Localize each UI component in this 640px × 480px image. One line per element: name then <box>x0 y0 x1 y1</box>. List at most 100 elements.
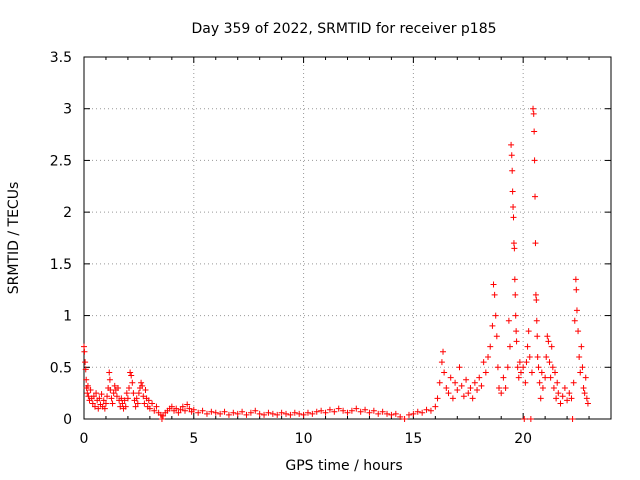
data-point <box>123 390 130 397</box>
x-tick-label: 20 <box>514 431 532 447</box>
data-point <box>291 409 298 416</box>
data-point <box>190 406 197 413</box>
data-point <box>145 397 152 404</box>
data-point <box>375 410 382 417</box>
data-point <box>568 395 575 402</box>
data-point <box>160 412 167 419</box>
y-tick-label: 3.5 <box>50 50 72 66</box>
data-point <box>508 141 515 148</box>
data-point <box>117 403 124 410</box>
data-point <box>581 390 588 397</box>
data-point <box>478 382 485 389</box>
data-point <box>401 416 408 422</box>
data-point <box>526 353 533 360</box>
data-point <box>135 390 142 397</box>
data-point <box>545 338 552 345</box>
data-point <box>480 359 487 366</box>
data-point <box>87 387 94 394</box>
data-point <box>505 317 512 324</box>
y-tick-label: 2.5 <box>50 153 72 169</box>
data-point <box>532 193 539 200</box>
data-point <box>140 393 147 400</box>
data-point <box>487 343 494 350</box>
data-point <box>142 387 149 394</box>
data-point <box>533 317 540 324</box>
data-point <box>513 328 520 335</box>
data-point <box>247 409 254 416</box>
data-point <box>572 276 579 283</box>
data-point <box>436 379 443 386</box>
data-point <box>84 382 91 389</box>
data-point <box>493 333 500 340</box>
data-point <box>90 393 97 400</box>
x-tick-label: 0 <box>80 431 89 447</box>
y-tick-label: 2 <box>63 205 72 221</box>
data-point <box>523 359 530 366</box>
plot-frame <box>83 56 612 420</box>
data-point <box>107 387 114 394</box>
data-point <box>467 384 474 391</box>
data-point <box>524 343 531 350</box>
data-point <box>106 376 113 383</box>
data-point <box>278 409 285 416</box>
data-point <box>234 410 241 417</box>
data-point <box>536 379 543 386</box>
data-point <box>82 359 89 366</box>
data-point <box>580 384 587 391</box>
data-point <box>256 410 263 417</box>
data-point <box>309 410 316 417</box>
data-point <box>542 374 549 381</box>
data-point <box>203 410 210 417</box>
data-point <box>511 245 518 252</box>
data-point <box>539 384 546 391</box>
data-point <box>452 379 459 386</box>
data-point <box>379 408 386 415</box>
data-point <box>432 403 439 410</box>
data-point <box>81 348 88 355</box>
data-point <box>530 105 537 112</box>
data-point <box>252 407 259 414</box>
data-point <box>571 317 578 324</box>
data-point <box>95 405 102 412</box>
data-point <box>511 276 518 283</box>
data-point <box>121 397 128 404</box>
data-point <box>102 400 109 407</box>
data-point <box>578 343 585 350</box>
data-point <box>146 405 153 412</box>
data-point <box>454 387 461 394</box>
data-point <box>128 372 135 379</box>
data-point <box>177 406 184 413</box>
data-point <box>149 400 156 407</box>
y-tick-label: 3 <box>63 102 72 118</box>
data-point <box>370 407 377 414</box>
data-point <box>366 409 373 416</box>
data-point <box>510 240 517 247</box>
data-point <box>265 409 272 416</box>
data-point <box>348 407 355 414</box>
data-point <box>98 391 105 398</box>
data-point <box>509 167 516 174</box>
data-point <box>515 374 522 381</box>
y-tick-label: 0 <box>63 412 72 428</box>
data-point <box>549 364 556 371</box>
data-point <box>384 410 391 417</box>
data-point <box>158 416 165 422</box>
data-point <box>502 384 509 391</box>
data-point <box>100 397 107 404</box>
data-point <box>494 364 501 371</box>
data-point <box>175 409 182 416</box>
data-point <box>106 369 113 376</box>
data-point <box>440 348 447 355</box>
data-point <box>296 410 303 417</box>
data-point <box>91 403 98 410</box>
data-point <box>326 406 333 413</box>
data-point <box>500 374 507 381</box>
data-point <box>261 411 268 418</box>
data-point <box>208 408 215 415</box>
data-point <box>199 407 206 414</box>
data-point <box>456 364 463 371</box>
data-point <box>179 403 186 410</box>
data-point <box>543 353 550 360</box>
data-point <box>322 409 329 416</box>
data-point <box>313 408 320 415</box>
